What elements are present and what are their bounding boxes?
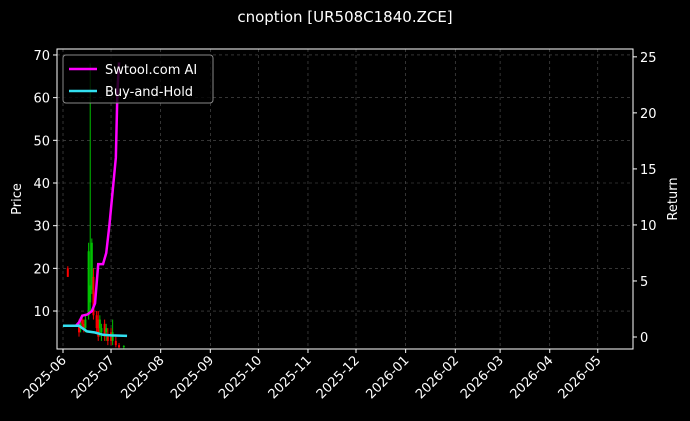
legend-box	[62, 54, 214, 104]
y-tick-label: 20	[33, 262, 50, 277]
candle-body	[82, 323, 85, 329]
x-tick-label: 2025-08	[118, 353, 167, 402]
plot-frame	[56, 48, 634, 350]
x-tick-label: 2026-02	[413, 353, 462, 402]
y-tick-label: 30	[33, 220, 50, 235]
y2-tick-label: 5	[640, 275, 648, 290]
candle-body	[122, 346, 125, 348]
candle-body	[90, 242, 93, 290]
candle-body	[118, 345, 121, 348]
x-tick-label: 2026-04	[508, 353, 557, 402]
candle-body	[92, 276, 95, 316]
candle-body	[87, 251, 90, 316]
candle-body	[95, 315, 98, 329]
candle-body	[98, 319, 101, 329]
candle-body	[105, 328, 108, 333]
return-line	[63, 324, 128, 338]
x-tick-label: 2026-03	[458, 353, 507, 402]
y2-tick-label: 25	[640, 51, 657, 66]
candle-body	[78, 323, 81, 333]
legend-label: Swtool.com AI	[105, 63, 197, 78]
y-tick-label: 60	[33, 92, 50, 107]
candle-body	[97, 319, 100, 337]
y-tick-label: 10	[33, 305, 50, 320]
candle-body	[81, 319, 84, 324]
x-tick-label: 2026-01	[363, 353, 412, 402]
candle-body	[100, 328, 103, 333]
x-tick-label: 2025-09	[168, 353, 217, 402]
y2-tick-label: 10	[640, 219, 657, 234]
candle-body	[106, 336, 109, 341]
x-tick-label: 2025-07	[69, 353, 118, 402]
return-line	[63, 62, 121, 328]
y-axis-label: Price	[10, 183, 25, 215]
y-tick-label: 40	[33, 177, 50, 192]
x-tick-label: 2025-10	[216, 353, 265, 402]
chart-title: cnoption [UR508C1840.ZCE]	[237, 8, 452, 26]
candle-body	[89, 285, 92, 303]
candle-body	[110, 332, 113, 341]
y2-tick-label: 0	[640, 331, 648, 346]
x-tick-label: 2025-11	[266, 353, 315, 402]
y2-tick-label: 15	[640, 163, 657, 178]
candle-body	[84, 319, 87, 329]
candle-body	[103, 323, 106, 337]
x-tick-label: 2026-05	[556, 353, 605, 402]
legend: Swtool.com AI Buy-and-Hold	[62, 54, 214, 104]
x-tick-label: 2025-06	[21, 353, 70, 402]
y-tick-label: 50	[33, 134, 50, 149]
y-tick-label: 70	[33, 49, 50, 64]
y2-axis-label: Return	[666, 177, 681, 220]
legend-label: Buy-and-Hold	[105, 85, 193, 100]
candle-body	[114, 340, 117, 346]
y2-tick-label: 20	[640, 107, 657, 122]
candle-body	[66, 268, 69, 277]
x-tick-label: 2025-12	[314, 353, 363, 402]
